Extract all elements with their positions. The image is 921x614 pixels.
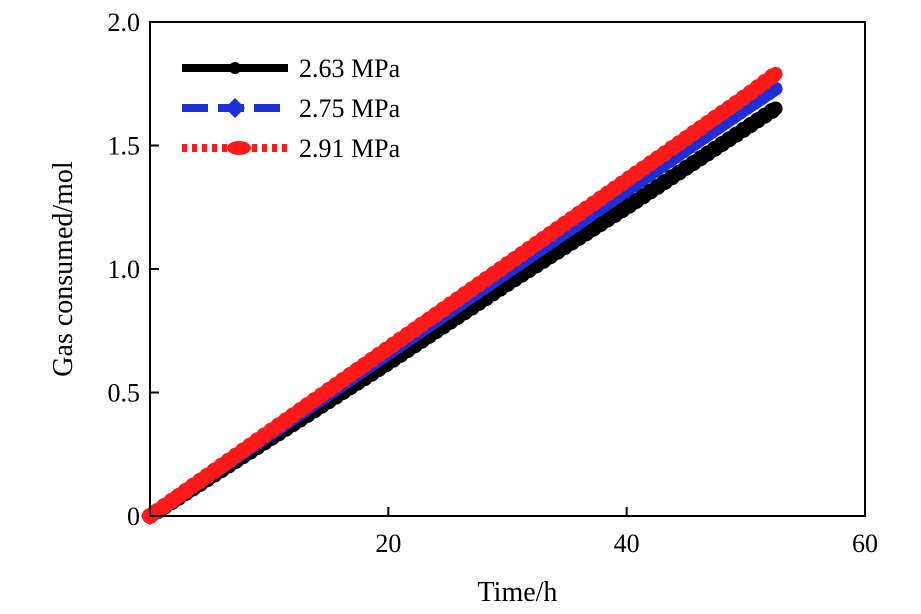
legend-item: 2.91 MPa bbox=[182, 134, 401, 163]
series-2-91-mpa bbox=[142, 66, 783, 524]
legend-label: 2.75 MPa bbox=[299, 94, 401, 123]
y-axis-title: Gas consumed/mol bbox=[48, 161, 79, 377]
legend-item: 2.75 MPa bbox=[182, 94, 401, 123]
legend-label: 2.91 MPa bbox=[299, 134, 401, 163]
legend-marker bbox=[227, 141, 251, 155]
legend-marker bbox=[225, 98, 245, 118]
y-tick-label: 1.0 bbox=[108, 255, 141, 284]
series-marker bbox=[764, 68, 781, 85]
x-tick-label: 40 bbox=[614, 529, 640, 558]
x-tick-label: 20 bbox=[375, 529, 401, 558]
y-tick-label: 0 bbox=[127, 502, 140, 531]
legend-marker bbox=[229, 62, 241, 74]
y-tick-label: 0.5 bbox=[108, 379, 141, 408]
legend-label: 2.63 MPa bbox=[299, 54, 401, 83]
x-tick-label: 60 bbox=[852, 529, 878, 558]
y-tick-label: 1.5 bbox=[108, 132, 141, 161]
series-marker bbox=[764, 102, 781, 119]
legend-item: 2.63 MPa bbox=[182, 54, 401, 83]
x-axis-title: Time/h bbox=[478, 577, 558, 608]
x-axis: 20 40 60 bbox=[375, 507, 878, 558]
y-tick-label: 2.0 bbox=[108, 8, 141, 37]
y-axis: 0 0.5 1.0 1.5 2.0 bbox=[108, 8, 159, 531]
plot-frame bbox=[149, 21, 866, 517]
legend: 2.63 MPa 2.75 MPa 2.91 MPa bbox=[182, 54, 401, 163]
series-layer bbox=[141, 66, 783, 525]
